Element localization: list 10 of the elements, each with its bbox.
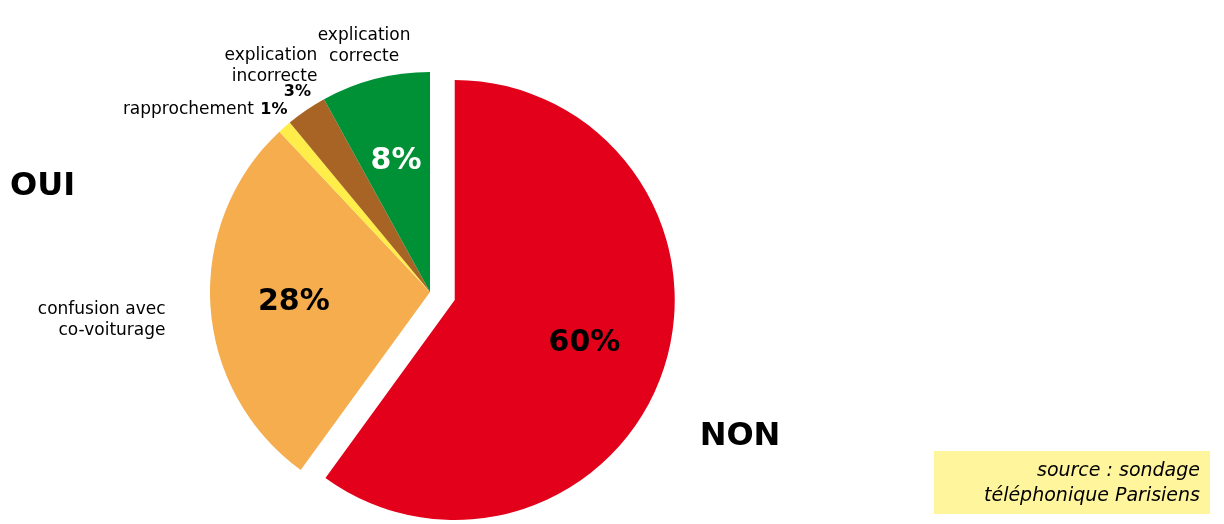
text: OUI [10,165,76,203]
data-label: 8% [370,140,422,176]
slice-label: explication correcte [317,24,411,66]
data-label: 1% [260,98,288,118]
source-note: source : sondage téléphonique Parisiens [934,450,1210,514]
text: NON [699,415,781,453]
data-label: 60% [548,323,621,359]
data-label: 28% [257,281,330,317]
slice-label: rapprochement [122,97,255,118]
slice-label: confusion avec co-voiturage [37,297,166,339]
